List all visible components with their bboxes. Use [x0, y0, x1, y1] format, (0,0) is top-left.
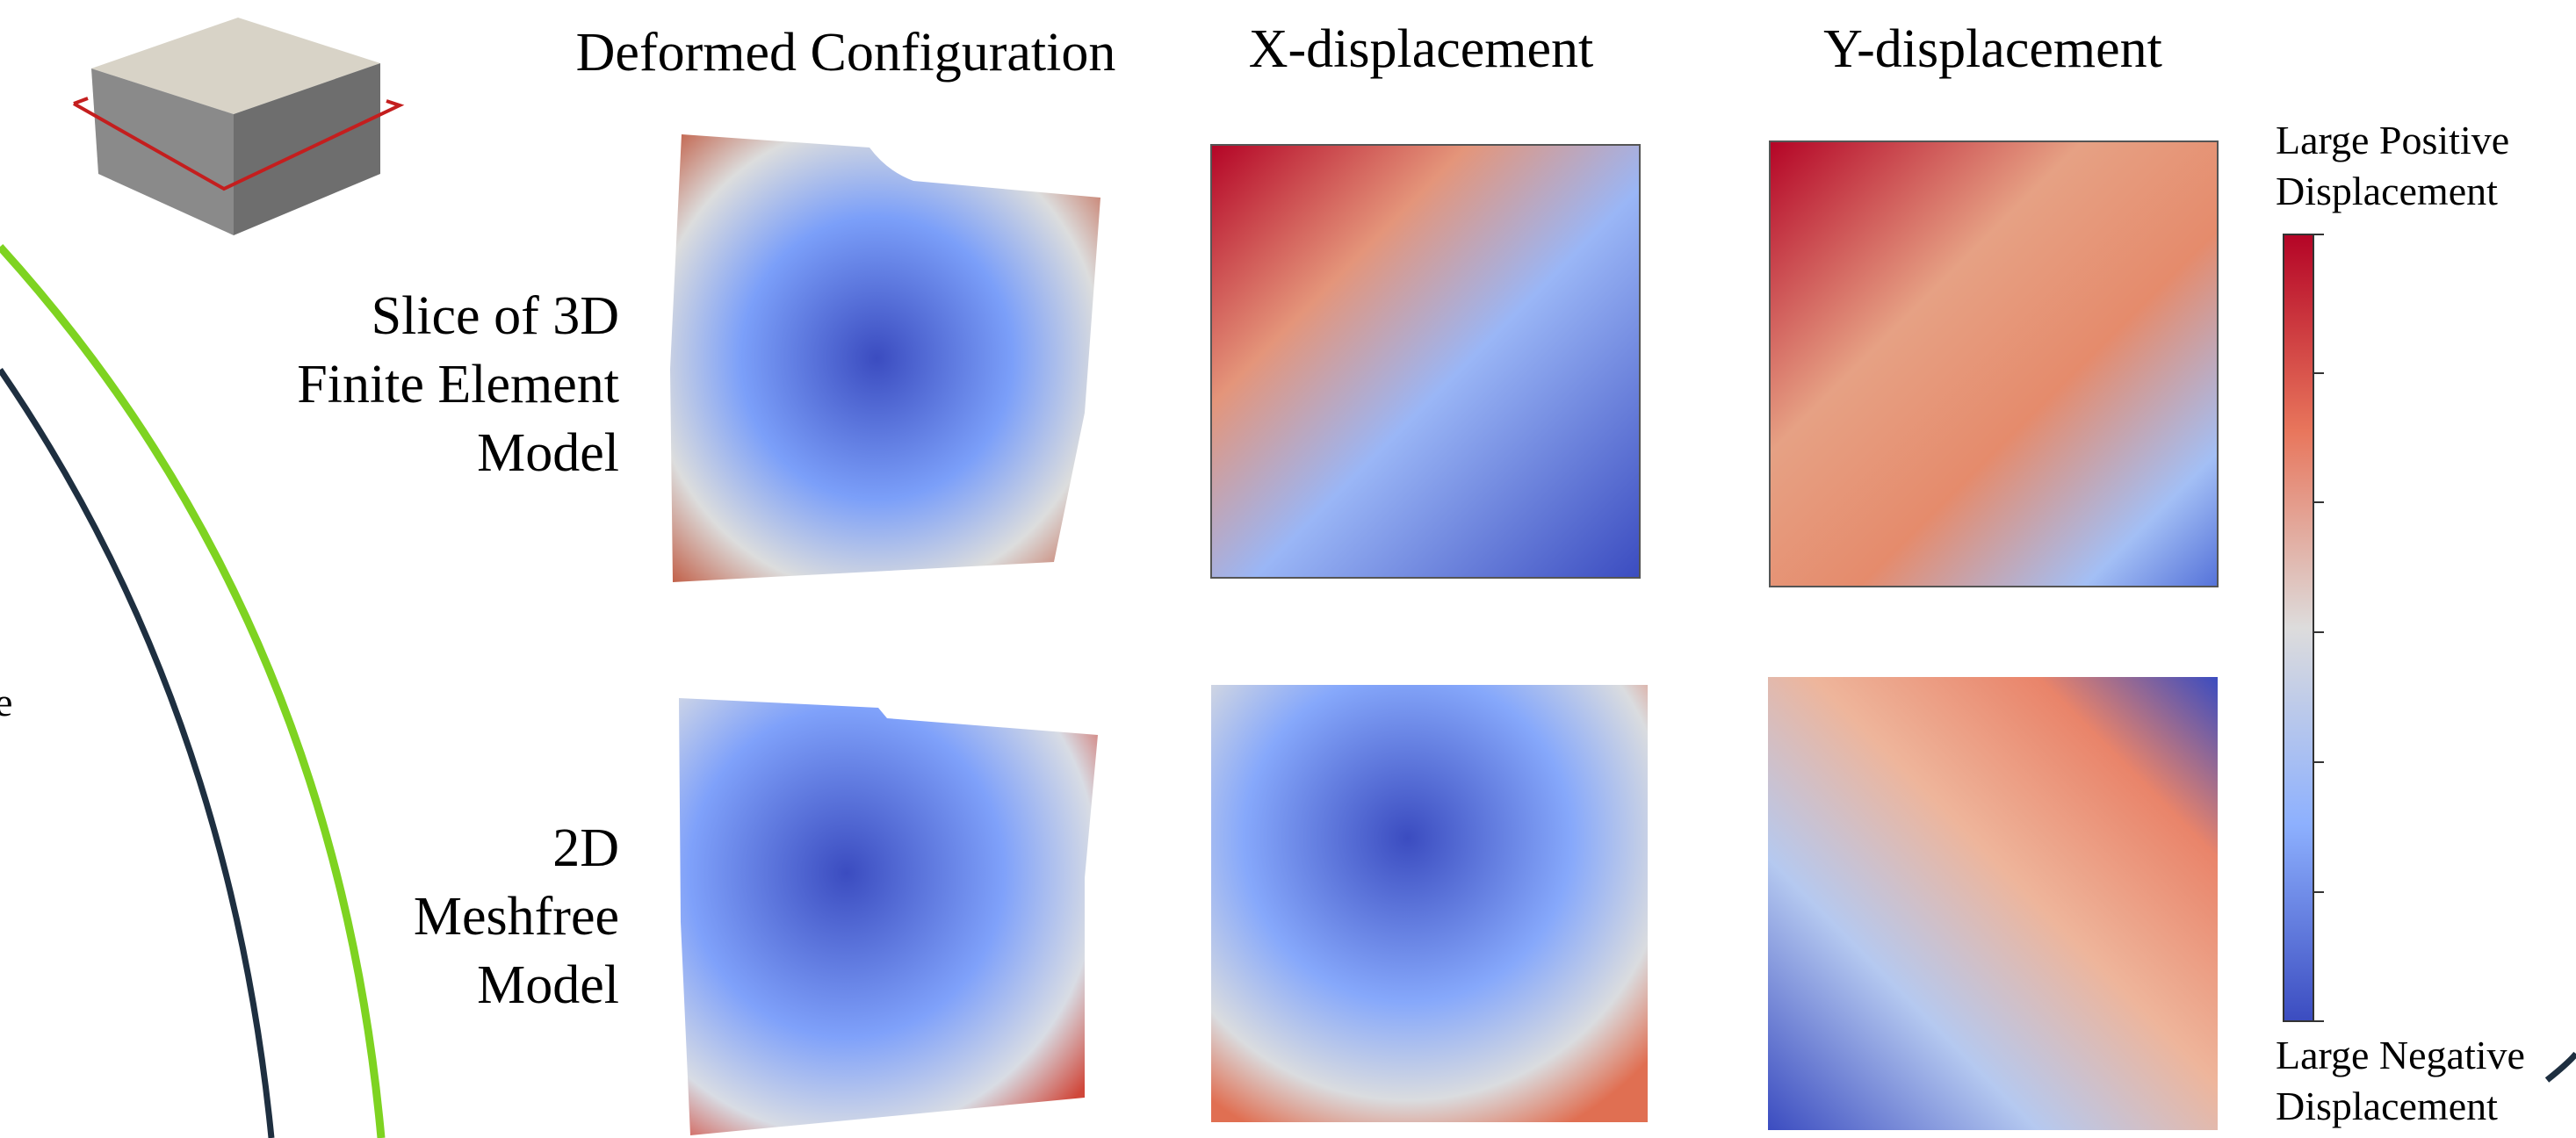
row-label: Model — [477, 423, 619, 483]
column-header: X-displacement — [1249, 19, 1594, 79]
row-label: Model — [477, 955, 619, 1015]
corner-arc — [2547, 1054, 2576, 1080]
y-disp-meshfree — [1768, 677, 2218, 1130]
colorbar-label: Large Positive — [2276, 118, 2509, 162]
deformed-fem — [670, 134, 1100, 582]
colorbar-label: Displacement — [2276, 1084, 2498, 1128]
colorbar-ticks — [2313, 234, 2324, 1021]
row-label: 2D — [552, 818, 619, 878]
colorbar-label: Large Negative — [2276, 1033, 2525, 1077]
cube-icon — [74, 18, 400, 235]
column-header: Deformed Configuration — [576, 23, 1116, 83]
slide: e Deformed Configuration X-displacement … — [0, 0, 2576, 1138]
row-label: Meshfree — [414, 887, 619, 947]
deformed-meshfree — [679, 698, 1098, 1135]
x-disp-fem — [1211, 145, 1640, 578]
row-label: Slice of 3D — [372, 286, 619, 346]
colorbar — [2284, 234, 2313, 1021]
row-label: Finite Element — [297, 355, 619, 414]
colorbar-label: Displacement — [2276, 169, 2498, 213]
y-disp-fem — [1770, 141, 2218, 587]
column-header: Y-displacement — [1823, 19, 2162, 79]
x-disp-meshfree — [1211, 685, 1648, 1122]
navy-arc — [0, 370, 271, 1138]
left-fragment: e — [0, 680, 12, 724]
